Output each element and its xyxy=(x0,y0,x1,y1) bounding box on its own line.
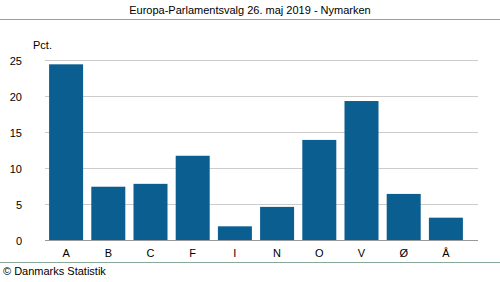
x-tick-label: A xyxy=(62,247,70,259)
y-tick-label: 0 xyxy=(16,235,22,247)
x-tick-label: B xyxy=(105,247,112,259)
grid-line xyxy=(45,132,478,133)
y-tick-label: 5 xyxy=(16,199,22,211)
grid-line xyxy=(45,168,478,169)
bar xyxy=(49,64,83,240)
x-tick-label: F xyxy=(189,247,196,259)
grid-line xyxy=(45,240,478,241)
bar xyxy=(176,156,210,240)
y-tick-label: 15 xyxy=(10,127,22,139)
grid-line xyxy=(45,96,478,97)
x-tick-label: Ø xyxy=(399,247,408,259)
y-tick-label: 20 xyxy=(10,91,22,103)
header-rule xyxy=(0,19,500,20)
bars xyxy=(49,64,463,240)
x-tick-label: C xyxy=(147,247,155,259)
bar xyxy=(134,184,168,240)
bar xyxy=(302,140,336,240)
title: Europa-Parlamentsvalg 26. maj 2019 - Nym… xyxy=(129,4,371,16)
bar xyxy=(387,194,421,240)
bar xyxy=(218,226,252,240)
x-tick-label: I xyxy=(233,247,236,259)
bar xyxy=(345,101,379,240)
grid-line xyxy=(45,60,478,61)
footer-rule xyxy=(0,262,500,263)
bar xyxy=(429,218,463,240)
x-tick-label: N xyxy=(273,247,281,259)
y-tick-label: 10 xyxy=(10,163,22,175)
x-tick-label: O xyxy=(315,247,324,259)
source: © Danmarks Statistik xyxy=(3,265,106,277)
bar xyxy=(260,207,294,240)
y-tick-label: 25 xyxy=(10,55,22,67)
bar xyxy=(91,187,125,240)
x-tick-label: Å xyxy=(442,247,450,259)
y-label: Pct. xyxy=(33,39,52,51)
chart: Europa-Parlamentsvalg 26. maj 2019 - Nym… xyxy=(0,0,500,282)
x-tick-label: V xyxy=(358,247,366,259)
